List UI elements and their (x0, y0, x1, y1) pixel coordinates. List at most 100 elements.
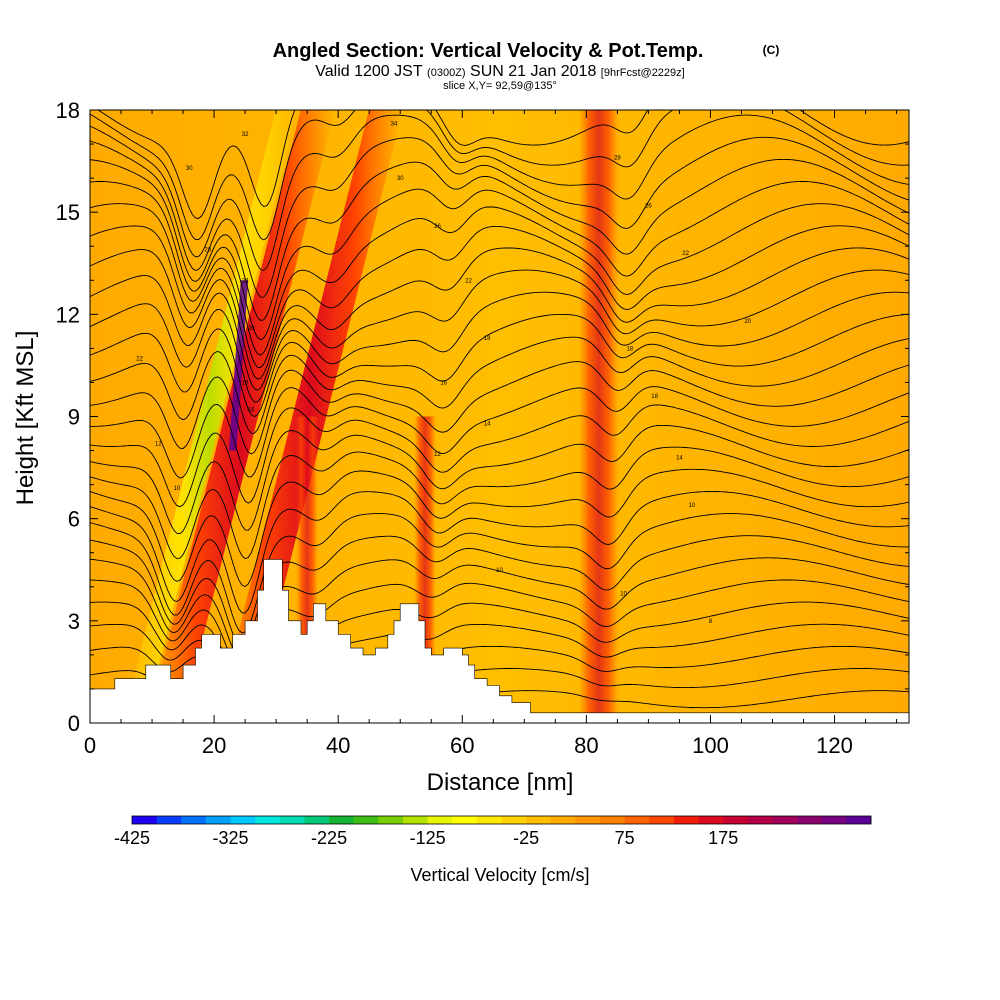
theta-contour-label: 12 (434, 452, 441, 458)
theta-contour-label: 24 (242, 278, 249, 284)
theta-contour (90, 579, 909, 667)
field-shading (122, 110, 619, 723)
colorbar-swatch (476, 816, 502, 824)
theta-contour (90, 313, 909, 418)
theta-contour (90, 158, 909, 321)
theta-contour-label: 18 (484, 336, 491, 342)
colorbar-swatch (378, 816, 404, 824)
colorbar-swatch (846, 816, 872, 824)
subtitle-date: SUN 21 Jan 2018 (470, 63, 596, 80)
updraft-core (122, 110, 298, 723)
updraft-core (147, 110, 335, 723)
theta-contour (90, 114, 909, 271)
theta-contour-label: 28 (614, 156, 621, 162)
theta-contour (97, 110, 909, 219)
theta-contour-labels: 8 10 10 10 10 12 12 14 14 16 16 18 18 18 18 20 20 22 22 22 2… (136, 122, 751, 625)
x-tick-label: 0 (84, 733, 96, 758)
theta-contour (90, 557, 909, 658)
chart-title: Angled Section: Vertical Velocity & Pot.… (273, 40, 704, 62)
theta-contour (90, 110, 909, 241)
theta-contour (90, 269, 909, 391)
theta-contour (90, 490, 909, 614)
theta-contour-label: 14 (484, 421, 491, 427)
colorbar-swatch (550, 816, 576, 824)
theta-contour-label: 20 (248, 326, 255, 332)
chart-subtitle: Valid 1200 JST (0300Z) SUN 21 Jan 2018 [… (315, 63, 684, 80)
theta-contour-label: 22 (682, 251, 689, 257)
chart-title-mark: (C) (763, 43, 780, 57)
colorbar-tick-label: -325 (213, 828, 249, 848)
x-tick-label: 80 (574, 733, 598, 758)
x-tick-label: 100 (692, 733, 729, 758)
x-tick-label: 40 (326, 733, 350, 758)
x-tick-label: 20 (202, 733, 226, 758)
slice-label: slice X,Y= 92,59@135° (443, 80, 557, 92)
colorbar-swatch (353, 816, 379, 824)
theta-contour-label: 18 (242, 380, 249, 386)
colorbar-swatch (452, 816, 478, 824)
y-tick-label: 6 (68, 507, 80, 532)
colorbar-swatch (624, 816, 650, 824)
theta-contour-label: 18 (651, 394, 658, 400)
theta-contour-label: 16 (248, 408, 255, 414)
theta-contour (90, 424, 909, 535)
terrain (90, 559, 909, 723)
theta-contour-label: 8 (709, 619, 713, 625)
colorbar-swatch (279, 816, 305, 824)
theta-contour-label: 10 (688, 503, 695, 509)
colorbar-tick-label: -225 (311, 828, 347, 848)
theta-contour-label: 22 (465, 278, 472, 284)
colorbar-swatch (181, 816, 207, 824)
theta-contour (90, 535, 909, 647)
x-tick-label: 60 (450, 733, 474, 758)
theta-contour-label: 26 (645, 203, 652, 209)
y-tick-label: 12 (56, 302, 80, 327)
theta-contour-label: 12 (155, 442, 162, 448)
colorbar: -425 -325 -225 -125 -25 75 175 (114, 815, 872, 848)
colorbar-swatch (575, 816, 601, 824)
colorbar-tick-label: 75 (615, 828, 635, 848)
y-tick-label: 18 (56, 98, 80, 123)
colorbar-tick-label: 175 (708, 828, 738, 848)
y-axis-label: Height [Kft MSL] (12, 331, 39, 506)
theta-contour (90, 404, 909, 508)
theta-contour (90, 336, 909, 434)
theta-contour-label: 10 (496, 568, 503, 574)
subtitle-forecast: [9hrFcst@2229z] (601, 67, 685, 79)
x-tick-label: 120 (816, 733, 853, 758)
theta-contour-label: 32 (242, 132, 249, 138)
theta-contour (90, 386, 909, 479)
colorbar-swatch (821, 816, 847, 824)
theta-contour-label: 10 (620, 592, 627, 598)
theta-contour (90, 513, 909, 634)
colorbar-tick-label: -425 (114, 828, 150, 848)
theta-contour-label: 30 (397, 176, 404, 182)
y-tick-label: 0 (68, 711, 80, 736)
colorbar-swatch (156, 816, 182, 824)
colorbar-swatch (402, 816, 428, 824)
colorbar-swatch (600, 816, 625, 824)
colorbar-swatch (255, 816, 281, 824)
theta-contour (90, 247, 909, 380)
colorbar-label: Vertical Velocity [cm/s] (410, 865, 589, 885)
theta-contour-label: 30 (186, 166, 193, 172)
theta-contour (90, 136, 909, 298)
theta-contour-label: 16 (440, 380, 447, 386)
colorbar-swatch (723, 816, 749, 824)
colorbar-swatch (797, 816, 823, 824)
y-tick-label: 3 (68, 609, 80, 634)
theta-contour-label: 26 (434, 224, 441, 230)
theta-contour-label: 18 (626, 346, 633, 352)
colorbar-swatch (427, 816, 453, 824)
x-axis-label: Distance [nm] (427, 769, 574, 796)
colorbar-swatch (329, 816, 354, 824)
theta-contour-label: 10 (174, 486, 181, 492)
theta-contour (90, 468, 909, 588)
colorbar-swatch (230, 816, 256, 824)
colorbar-swatch (649, 816, 675, 824)
colorbar-swatch (205, 816, 231, 824)
theta-contour (90, 203, 909, 356)
theta-contour-label: 22 (136, 357, 143, 363)
theta-contour (90, 225, 909, 369)
